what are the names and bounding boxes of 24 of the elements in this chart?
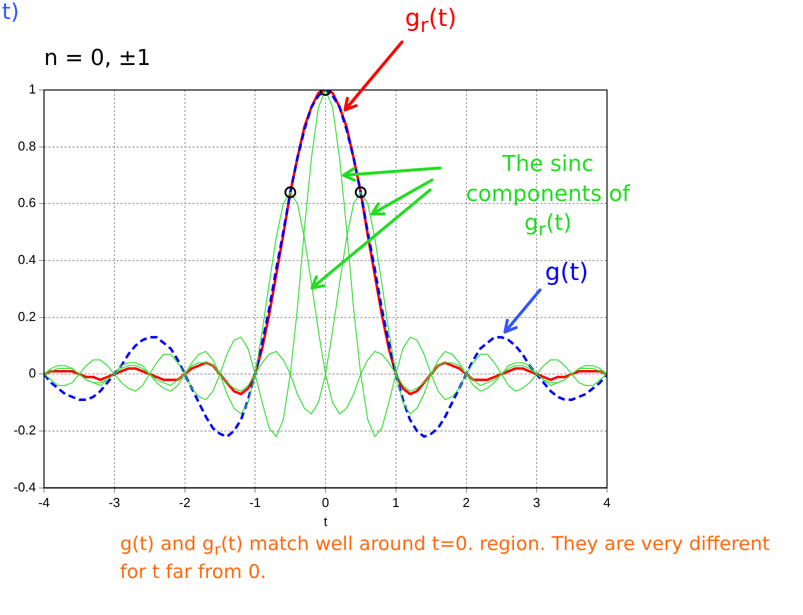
- text: g(t): [545, 258, 588, 286]
- x-tick-label: 3: [533, 495, 540, 510]
- annotation: The sinc components of g$_{r}$(t): [464, 151, 632, 243]
- x-tick-label: 4: [603, 495, 611, 510]
- x-axis-title: t: [324, 514, 328, 529]
- text: n = 0, ±1: [44, 46, 151, 71]
- x-tick-label: 0: [322, 495, 330, 510]
- y-tick-label: -0.2: [14, 422, 36, 438]
- y-tick-label: 0.4: [18, 252, 36, 268]
- text: t): [2, 0, 20, 25]
- x-tick-label: -3: [108, 495, 120, 510]
- text: g$_{r}$(t): [405, 4, 457, 37]
- y-tick-label: -0.4: [14, 479, 36, 494]
- y-tick-label: 0.8: [18, 138, 36, 154]
- x-tick-label: -2: [178, 495, 191, 510]
- x-tick-label: 1: [392, 495, 400, 510]
- y-tick-label: 0.6: [18, 195, 36, 210]
- text: g(t) and g$_{r}$(t) match well around t=0. region. They are very different for t far from 0.: [120, 532, 771, 586]
- x-tick-label: 2: [462, 495, 470, 510]
- y-tick-label: 0.2: [18, 308, 36, 324]
- x-tick-label: -4: [38, 495, 50, 510]
- y-tick-label: 0: [28, 366, 36, 381]
- x-tick-label: -1: [249, 495, 261, 510]
- y-tick-label: 1: [28, 82, 36, 97]
